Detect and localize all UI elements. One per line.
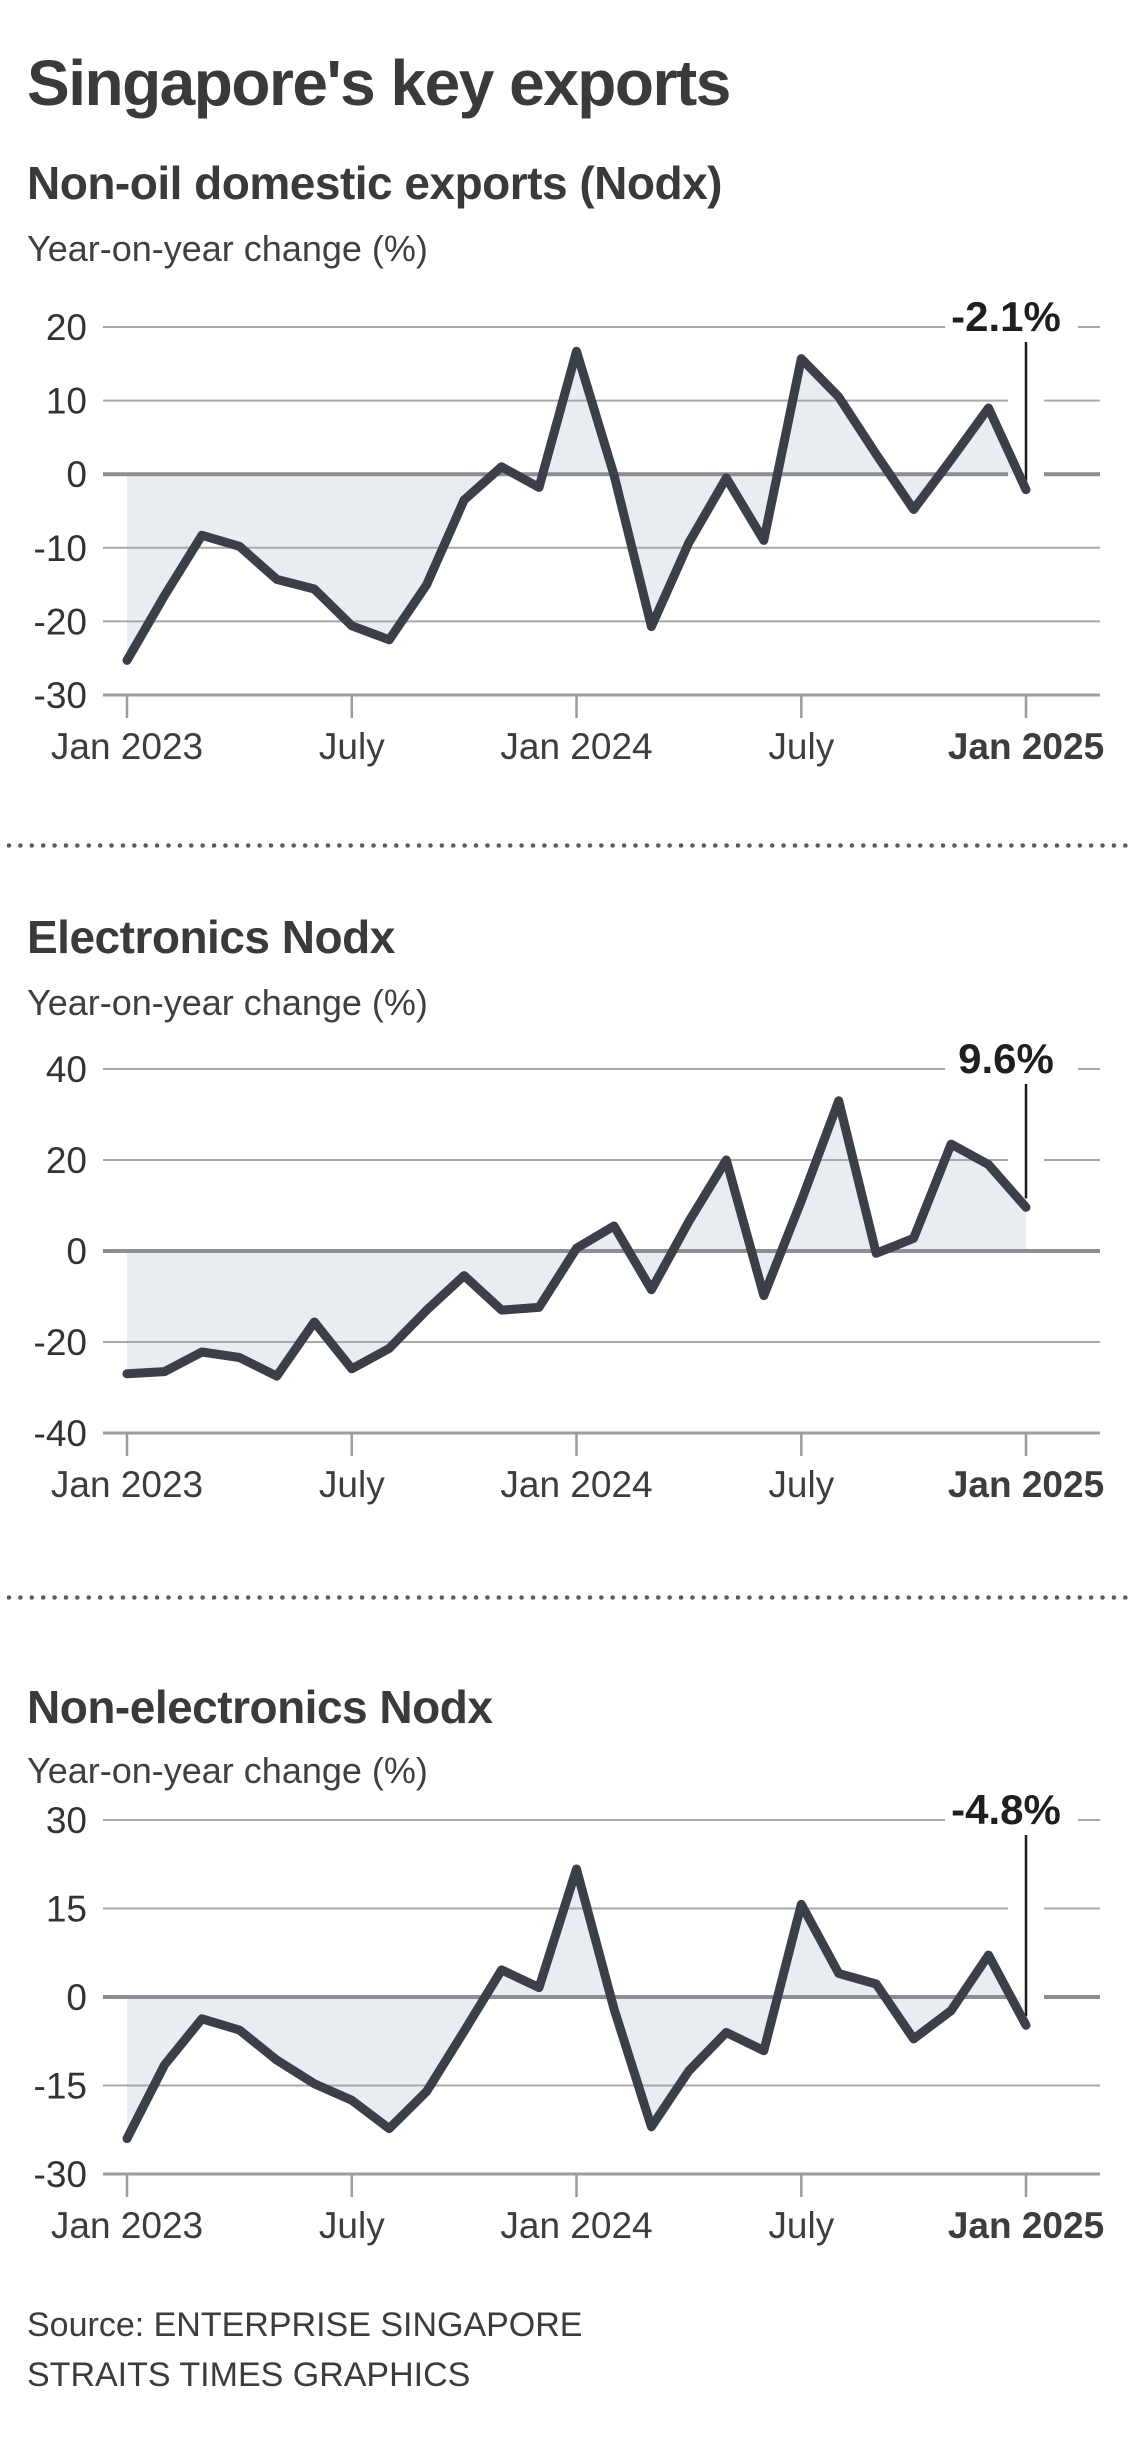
y-axis-label: 30 <box>46 1800 87 1841</box>
last-value-annotation: -2.1% <box>951 293 1061 340</box>
last-value-annotation: 9.6% <box>958 1035 1054 1082</box>
y-axis-label: 20 <box>46 1140 87 1181</box>
x-axis-label: Jan 2023 <box>51 1464 203 1505</box>
x-axis-label: July <box>768 1464 834 1505</box>
area-fill <box>127 351 1026 661</box>
chart3-heading: Non-electronics Nodx <box>27 1681 493 1733</box>
x-axis-label: Jan 2023 <box>51 2205 203 2246</box>
x-axis-label: Jan 2024 <box>500 726 652 767</box>
x-axis-label: July <box>319 1464 385 1505</box>
gridlines <box>103 1819 1100 2176</box>
x-axis-label: Jan 2024 <box>500 2205 652 2246</box>
y-axis-label: -10 <box>34 528 87 569</box>
chart2-heading: Electronics Nodx <box>27 911 395 963</box>
y-axis-label: 0 <box>66 1977 87 2018</box>
x-axis-label: Jan 2025 <box>948 2205 1104 2246</box>
y-axis-label: 0 <box>66 454 87 495</box>
last-value-annotation: -4.8% <box>951 1786 1061 1833</box>
area-fill <box>127 1100 1026 1377</box>
x-axis-label: July <box>319 2205 385 2246</box>
chart1-heading: Non-oil domestic exports (Nodx) <box>27 157 722 209</box>
x-axis-label: July <box>768 2205 834 2246</box>
x-axis-labels: Jan 2023 July Jan 2024 July Jan 2025 <box>51 1433 1104 1505</box>
y-axis-label: -20 <box>34 601 87 642</box>
credit-line: STRAITS TIMES GRAPHICS <box>27 2356 471 2394</box>
x-axis-label: Jan 2025 <box>948 726 1104 767</box>
source-line: Source: ENTERPRISE SINGAPORE <box>27 2306 583 2344</box>
x-axis-label: Jan 2023 <box>51 726 203 767</box>
gridlines <box>103 1068 1100 1435</box>
x-axis-label: July <box>319 726 385 767</box>
y-axis-label: 10 <box>46 381 87 422</box>
x-axis-labels: Jan 2023 July Jan 2024 July Jan 2025 <box>51 695 1104 767</box>
y-axis-label: 15 <box>46 1889 87 1930</box>
x-axis-label: July <box>768 726 834 767</box>
y-axis-label: 40 <box>46 1049 87 1090</box>
y-axis-label: -40 <box>34 1413 87 1454</box>
chart1-subtitle: Year-on-year change (%) <box>27 228 428 269</box>
data-line <box>122 1864 1031 2144</box>
y-axis-label: -30 <box>34 675 87 716</box>
x-axis-label: Jan 2024 <box>500 1464 652 1505</box>
data-line <box>122 1096 1031 1381</box>
y-axis-label: 20 <box>46 307 87 348</box>
dotted-separator-1 <box>6 842 1134 849</box>
data-line <box>122 346 1031 665</box>
area-fill <box>127 1869 1026 2139</box>
x-axis-label: Jan 2025 <box>948 1464 1104 1505</box>
y-axis-label: -15 <box>34 2066 87 2107</box>
x-axis-labels: Jan 2023 July Jan 2024 July Jan 2025 <box>51 2174 1104 2246</box>
chart3-subtitle: Year-on-year change (%) <box>27 1750 428 1791</box>
dotted-separator-2 <box>6 1594 1134 1601</box>
y-axis-label: -30 <box>34 2154 87 2195</box>
chart2-subtitle: Year-on-year change (%) <box>27 982 428 1023</box>
y-axis-label: -20 <box>34 1322 87 1363</box>
y-axis-label: 0 <box>66 1231 87 1272</box>
page-title: Singapore's key exports <box>27 47 731 119</box>
gridlines <box>103 326 1100 697</box>
